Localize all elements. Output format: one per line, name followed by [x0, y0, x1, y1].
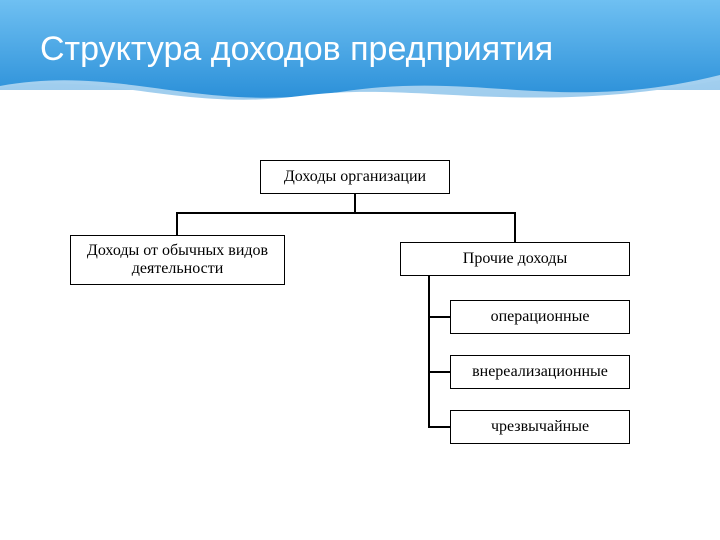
- connector: [354, 194, 356, 212]
- connector: [428, 371, 450, 373]
- connector: [514, 212, 516, 242]
- connector: [176, 212, 516, 214]
- header-wave-bg: [0, 0, 720, 150]
- connector: [428, 316, 450, 318]
- node-root: Доходы организации: [260, 160, 450, 194]
- node-ordinary-income: Доходы от обычных видов деятельности: [70, 235, 285, 285]
- node-nonrealization: внереализационные: [450, 355, 630, 389]
- node-label: операционные: [491, 308, 590, 326]
- connector: [428, 426, 450, 428]
- node-label: Прочие доходы: [463, 250, 567, 268]
- slide-title: Структура доходов предприятия: [40, 30, 553, 69]
- node-label: Доходы от обычных видов деятельности: [81, 242, 274, 279]
- node-label: Доходы организации: [284, 168, 426, 186]
- node-other-income: Прочие доходы: [400, 242, 630, 276]
- node-label: внереализационные: [472, 363, 608, 381]
- node-operational: операционные: [450, 300, 630, 334]
- node-extraordinary: чрезвычайные: [450, 410, 630, 444]
- slide-header: Структура доходов предприятия: [0, 0, 720, 150]
- node-label: чрезвычайные: [491, 418, 589, 436]
- org-chart: Доходы организации Доходы от обычных вид…: [0, 150, 720, 540]
- connector: [176, 212, 178, 235]
- connector: [428, 276, 430, 427]
